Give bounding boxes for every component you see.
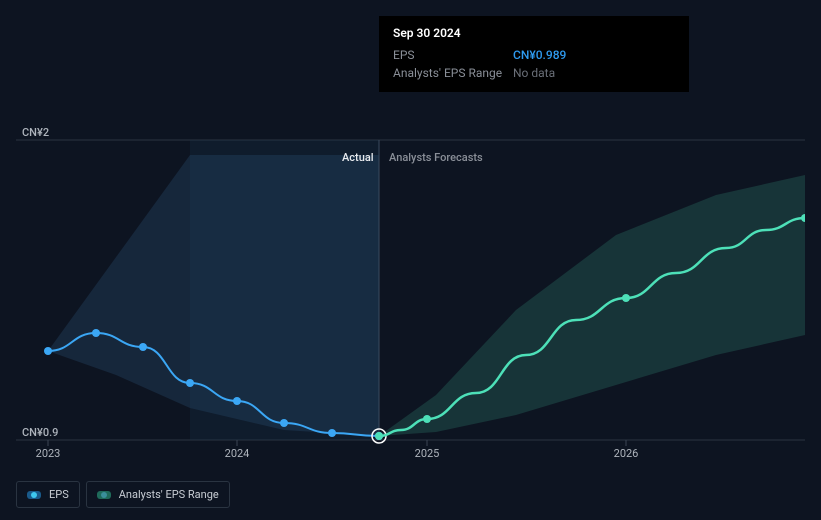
legend-swatch: [97, 491, 111, 499]
eps-chart[interactable]: CN¥2 CN¥0.9 Actual Analysts Forecasts 202…: [16, 125, 805, 465]
x-axis-label: 2023: [36, 447, 61, 460]
tooltip-row: Analysts' EPS RangeNo data: [393, 64, 675, 82]
legend-label: EPS: [49, 488, 69, 501]
x-axis-label: 2026: [614, 447, 639, 460]
legend-item-range[interactable]: Analysts' EPS Range: [86, 481, 230, 508]
legend-item-eps[interactable]: EPS: [16, 481, 80, 508]
x-axis-label: 2025: [415, 447, 440, 460]
tooltip-row-label: Analysts' EPS Range: [393, 64, 513, 82]
y-axis-label: CN¥2: [22, 126, 49, 139]
legend-label: Analysts' EPS Range: [119, 488, 219, 501]
chart-legend: EPS Analysts' EPS Range: [16, 481, 230, 508]
y-axis-label: CN¥0.9: [22, 426, 58, 439]
legend-swatch: [27, 491, 41, 499]
tooltip-row-label: EPS: [393, 46, 513, 64]
tooltip-row: EPSCN¥0.989: [393, 46, 675, 64]
tooltip-date: Sep 30 2024: [393, 26, 675, 40]
chart-svg: [16, 125, 805, 465]
tooltip-row-value: CN¥0.989: [513, 46, 675, 64]
section-label-actual: Actual: [342, 151, 374, 164]
x-axis-label: 2024: [225, 447, 250, 460]
chart-tooltip: Sep 30 2024 EPSCN¥0.989Analysts' EPS Ran…: [379, 16, 689, 92]
tooltip-row-value: No data: [513, 64, 675, 82]
section-label-forecast: Analysts Forecasts: [389, 151, 483, 164]
